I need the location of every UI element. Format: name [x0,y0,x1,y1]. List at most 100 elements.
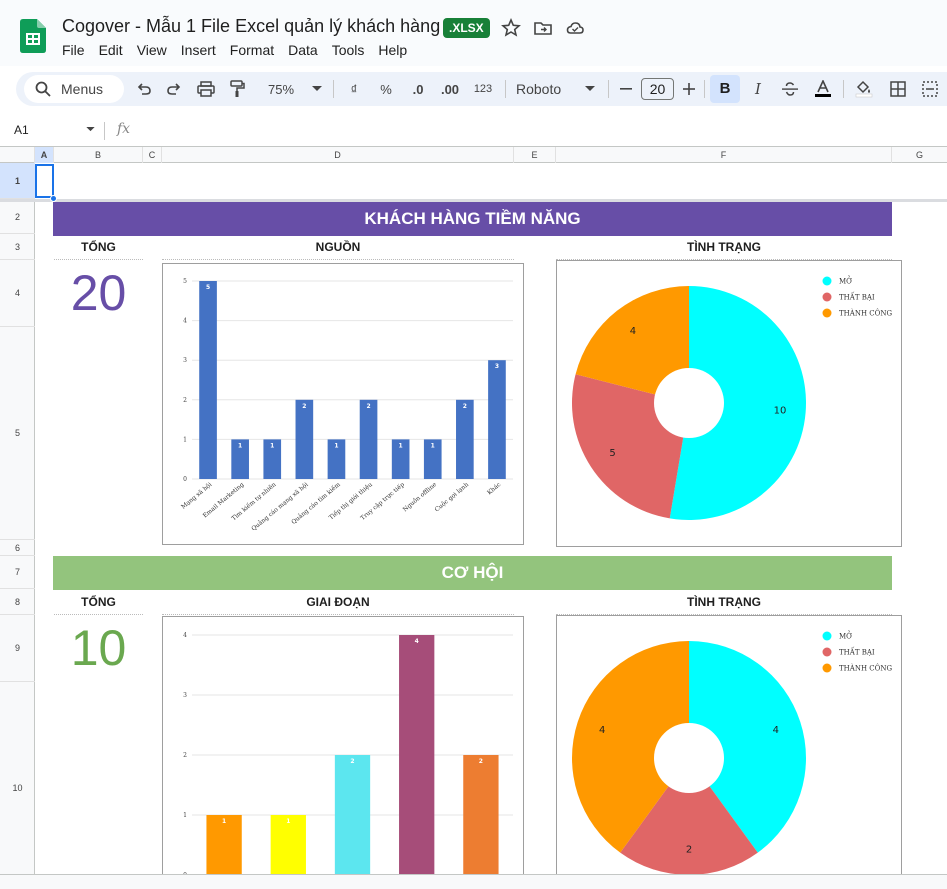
y-tick-label: 2 [183,752,187,759]
font-family-dropdown[interactable] [583,78,597,100]
select-all-corner[interactable] [0,147,35,163]
bold-button[interactable]: B [710,75,740,103]
decrease-decimal-button[interactable]: .0 [405,78,431,100]
menu-insert[interactable]: Insert [180,42,216,58]
zoom-select[interactable]: 75% [256,78,306,100]
paint-format-icon [230,80,245,97]
menu-format[interactable]: Format [229,42,275,58]
lead-status-pie-chart[interactable]: 10 5 4 MỞ THẤT BẠI THÀNH CÔNG [556,260,902,547]
increase-decimal-button[interactable]: .00 [437,78,463,100]
menu-view[interactable]: View [136,42,167,58]
opportunity-status-pie-svg: 4 2 4 MỞ THẤT BẠI THÀNH CÔNG [572,631,893,875]
currency-format-button[interactable]: ₫ [344,78,364,100]
dotted-underline [556,259,892,260]
stage-chart-title: GIAI ĐOẠN [306,595,370,609]
bar-data-label: 2 [479,758,483,765]
row-header-5[interactable]: 5 [0,327,35,540]
fill-color-button[interactable] [854,78,874,100]
menu-bar: File Edit View Insert Format Data Tools … [62,42,421,58]
menu-file[interactable]: File [62,42,85,58]
pie-slice [689,641,806,853]
redo-button[interactable] [164,78,184,100]
star-icon[interactable] [501,18,521,38]
font-size-increase-button[interactable] [681,78,697,100]
caret-down-icon[interactable] [86,127,95,132]
total-leads-value: 20 [70,265,127,321]
pie-data-label: 5 [609,448,615,459]
bar [391,439,410,479]
x-tick-label: Quảng cáo mạng xã hội [250,481,309,532]
font-size-decrease-button[interactable] [618,78,634,100]
bar-data-label: 2 [350,758,354,765]
menu-help[interactable]: Help [378,42,408,58]
opportunity-status-pie-chart[interactable]: 4 2 4 MỞ THẤT BẠI THÀNH CÔNG [556,615,902,887]
dotted-underline [556,614,892,615]
column-header-b[interactable]: B [54,147,143,163]
paint-format-button[interactable] [227,78,247,100]
column-header-a[interactable]: A [35,147,54,163]
row-header-8[interactable]: 8 [0,589,35,615]
text-color-button[interactable] [813,78,833,100]
cloud-status-icon[interactable] [565,18,585,38]
pie-slice [572,641,689,853]
row-header-9[interactable]: 9 [0,615,35,682]
row-header-6[interactable]: 6 [0,540,35,556]
zoom-dropdown[interactable] [310,78,324,100]
borders-button[interactable] [888,78,908,100]
active-cell-a1[interactable] [35,164,54,198]
font-size-input[interactable]: 20 [641,78,674,100]
bar [327,439,346,479]
print-button[interactable] [196,78,216,100]
source-bar-chart[interactable]: 0 1 2 3 4 5 5 Mạng xã hội 1 Email Marketing 1 Tìm k… [162,263,524,545]
fill-handle[interactable] [50,195,57,202]
text-color-icon [815,80,831,97]
column-header-e[interactable]: E [514,147,556,163]
column-header-g[interactable]: G [915,150,923,160]
legend-label: THẤT BẠI [839,647,875,657]
row-headers: 1 2 3 4 5 6 7 8 9 10 [0,163,35,889]
row-header-10[interactable]: 10 [0,682,35,889]
pie-data-label: 10 [774,406,787,417]
bar-data-label: 1 [431,442,435,449]
bar-data-label: 5 [206,284,210,291]
menu-tools[interactable]: Tools [331,42,365,58]
bar-data-label: 2 [463,403,467,410]
row-header-7[interactable]: 7 [0,556,35,589]
legend-swatch [822,276,832,286]
percent-format-button[interactable]: % [376,78,396,100]
dotted-underline [54,614,143,615]
bar [463,755,499,875]
font-family-select[interactable]: Roboto [516,78,576,100]
row-header-1[interactable]: 1 [0,163,35,199]
column-header-c[interactable]: C [143,147,162,163]
menu-edit[interactable]: Edit [98,42,123,58]
row-header-3[interactable]: 3 [0,234,35,260]
strikethrough-button[interactable] [780,78,800,100]
total-opportunities-value: 10 [70,620,127,676]
fill-color-icon [855,80,873,98]
frozen-row-divider[interactable] [0,199,947,202]
sheets-logo-icon[interactable] [20,19,46,53]
italic-button[interactable]: I [748,78,768,100]
y-tick-label: 4 [183,632,187,639]
bar [206,815,242,875]
menus-search-button[interactable]: Menus [24,75,124,103]
name-box[interactable]: A1 [14,123,29,137]
row-header-4[interactable]: 4 [0,260,35,327]
document-title[interactable]: Cogover - Mẫu 1 File Excel quản lý khách… [62,16,441,36]
number-format-button[interactable]: 123 [471,78,495,100]
bar-data-label: 1 [238,442,242,449]
column-header-f[interactable]: F [556,147,892,163]
lead-status-pie-svg: 10 5 4 MỞ THẤT BẠI THÀNH CÔNG [572,276,893,520]
bar [231,439,249,479]
menu-data[interactable]: Data [288,42,318,58]
row-header-2[interactable]: 2 [0,201,35,234]
undo-button[interactable] [134,78,154,100]
move-folder-icon[interactable] [533,18,553,38]
bar-data-label: 1 [270,442,274,449]
column-header-d[interactable]: D [162,147,514,163]
merge-cells-button[interactable] [920,78,940,100]
